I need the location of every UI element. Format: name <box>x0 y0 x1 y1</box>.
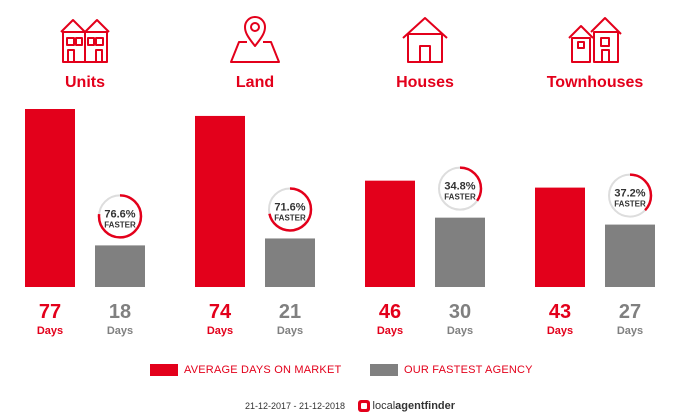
brand-name: localagentfinder <box>373 400 456 412</box>
days-label-units-average: Days <box>37 325 63 337</box>
faster-percent-townhouses: 37.2% <box>614 188 645 200</box>
days-label-houses-fastest: Days <box>447 325 473 337</box>
bar-land-fastest <box>265 238 315 287</box>
bar-townhouses-average <box>535 187 585 287</box>
faster-word-houses: FASTER <box>444 193 476 202</box>
bar-land-average <box>195 115 245 288</box>
value-label-units-fastest: 18 <box>109 301 131 323</box>
value-label-houses-fastest: 30 <box>449 301 471 323</box>
date-range: 21-12-2017 - 21-12-2018 <box>244 401 346 411</box>
legend-average: AVERAGE DAYS ON MARKET <box>150 364 342 377</box>
ring-progress-townhouses <box>607 173 653 218</box>
units-icon <box>60 19 110 63</box>
category-label-townhouses: Townhouses <box>546 74 644 91</box>
bar-townhouses-fastest <box>605 224 655 287</box>
faster-word-townhouses: FASTER <box>614 200 646 209</box>
faster-percent-units: 76.6% <box>104 208 135 220</box>
legend-swatch-red <box>150 364 178 377</box>
value-label-houses-average: 46 <box>379 301 401 323</box>
days-label-townhouses-fastest: Days <box>617 325 643 337</box>
value-label-townhouses-average: 43 <box>549 301 571 323</box>
value-label-townhouses-fastest: 27 <box>619 301 641 323</box>
days-label-units-fastest: Days <box>107 325 133 337</box>
bar-units-average <box>25 109 75 287</box>
days-label-land-fastest: Days <box>277 325 303 337</box>
category-label-units: Units <box>65 74 105 91</box>
value-label-units-average: 77 <box>39 301 61 323</box>
brand-name-regular: local <box>372 400 396 412</box>
bar-units-fastest <box>95 245 145 287</box>
brand-name-bold: agentfinder <box>395 400 456 412</box>
brand-icon <box>357 400 370 412</box>
value-label-land-average: 74 <box>209 301 232 323</box>
bar-chart: 77Days18Days76.6%FASTER74Days21Days71.6%… <box>25 109 655 337</box>
faster-word-units: FASTER <box>104 220 136 229</box>
faster-percent-houses: 34.8% <box>444 181 475 193</box>
legend-label-fastest: OUR FASTEST AGENCY <box>404 364 533 377</box>
brand-logo: localagentfinder <box>357 400 456 412</box>
houses-icon <box>402 17 448 63</box>
footer: 21-12-2017 - 21-12-2018 localagentfinder <box>0 400 700 412</box>
bar-houses-average <box>365 180 415 287</box>
category-label-land: Land <box>235 74 275 91</box>
legend-swatch-grey <box>370 364 398 377</box>
days-label-houses-average: Days <box>377 325 403 337</box>
land-icon <box>230 16 280 63</box>
faster-percent-land: 71.6% <box>274 201 305 213</box>
legend-label-average: AVERAGE DAYS ON MARKET <box>184 364 342 377</box>
category-label-houses: Houses <box>396 74 454 91</box>
value-label-land-fastest: 21 <box>279 301 301 323</box>
legend-fastest: OUR FASTEST AGENCY <box>370 364 533 377</box>
townhouses-icon <box>568 17 622 63</box>
ring-progress-houses <box>437 166 483 211</box>
days-label-townhouses-average: Days <box>547 325 573 337</box>
ring-progress-units <box>97 194 143 239</box>
ring-progress-land <box>267 187 313 232</box>
days-label-land-average: Days <box>207 325 233 337</box>
faster-word-land: FASTER <box>274 213 306 222</box>
bar-houses-fastest <box>435 217 485 287</box>
